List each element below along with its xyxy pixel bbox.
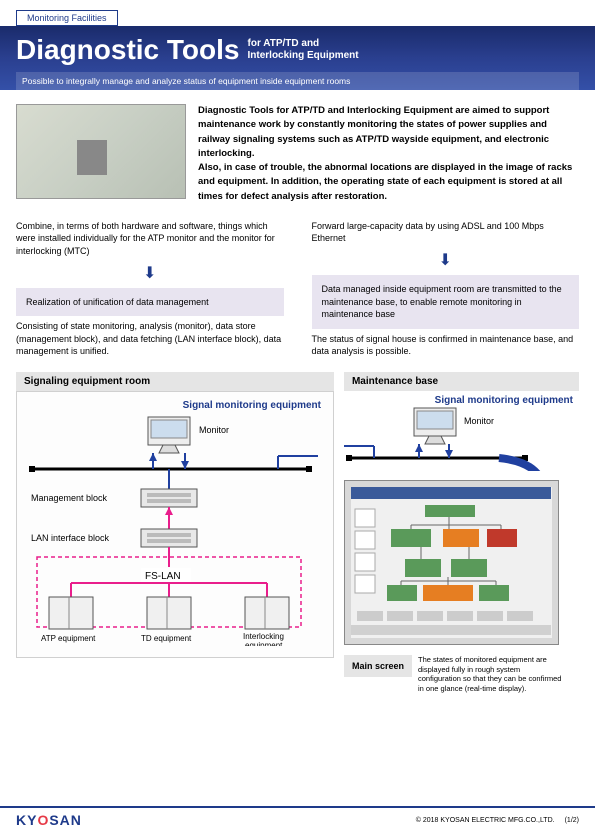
footer: KYOSAN © 2018 KYOSAN ELECTRIC MFG.CO.,LT… bbox=[0, 806, 595, 832]
copyright: © 2018 KYOSAN ELECTRIC MFG.CO.,LTD. bbox=[416, 817, 555, 824]
atp-box: ATP equipment bbox=[41, 597, 96, 643]
svg-text:TD equipment: TD equipment bbox=[141, 634, 192, 643]
right-top-text: Forward large-capacity data by using ADS… bbox=[312, 220, 580, 251]
left-column: Combine, in terms of both hardware and s… bbox=[16, 220, 284, 358]
sig-equip-label-2: Signal monitoring equipment bbox=[344, 391, 579, 406]
intro-section: Diagnostic Tools for ATP/TD and Interloc… bbox=[0, 90, 595, 214]
svg-text:LAN interface block: LAN interface block bbox=[31, 533, 110, 543]
td-box: TD equipment bbox=[141, 597, 192, 643]
sig-equip-label: Signal monitoring equipment bbox=[23, 396, 327, 411]
diag-right-title: Maintenance base bbox=[344, 372, 579, 391]
subtitle: Possible to integrally manage and analyz… bbox=[16, 72, 579, 90]
main-screen-caption: Main screen The states of monitored equi… bbox=[344, 651, 579, 694]
title-sub: for ATP/TD andInterlocking Equipment bbox=[248, 38, 359, 62]
arrow-down-icon: ⬇ bbox=[16, 264, 284, 284]
svg-text:ATP equipment: ATP equipment bbox=[41, 634, 96, 643]
right-highlight: Data managed inside equipment room are t… bbox=[312, 275, 580, 329]
maintenance-svg: Monitor bbox=[344, 406, 564, 471]
svg-text:Monitor: Monitor bbox=[464, 416, 494, 426]
diagram-section: Signaling equipment room Signal monitori… bbox=[0, 364, 595, 694]
main-screen-mockup bbox=[344, 480, 559, 645]
left-top-text: Combine, in terms of both hardware and s… bbox=[16, 220, 284, 264]
arrow-down-icon: ⬇ bbox=[312, 251, 580, 271]
left-highlight: Realization of unification of data manag… bbox=[16, 288, 284, 317]
main-screen-text: The states of monitored equipment are di… bbox=[418, 655, 563, 694]
svg-text:Interlockingequipment: Interlockingequipment bbox=[243, 632, 284, 646]
header-banner: Diagnostic Tools for ATP/TD andInterlock… bbox=[0, 26, 595, 90]
equipment-photo bbox=[16, 104, 186, 199]
svg-text:FS-LAN: FS-LAN bbox=[145, 571, 181, 582]
page-number: (1/2) bbox=[565, 817, 579, 824]
kyosan-logo: KYOSAN bbox=[16, 812, 82, 828]
category-tag: Monitoring Facilities bbox=[16, 10, 118, 26]
signaling-room-diagram: Signaling equipment room Signal monitori… bbox=[16, 372, 334, 694]
maintenance-base-diagram: Maintenance base Signal monitoring equip… bbox=[344, 372, 579, 694]
ilk-box: Interlockingequipment bbox=[243, 597, 289, 646]
svg-text:Management block: Management block bbox=[31, 493, 108, 503]
right-bottom-text: The status of signal house is confirmed … bbox=[312, 333, 580, 358]
diag-left-title: Signaling equipment room bbox=[16, 372, 334, 391]
feature-columns: Combine, in terms of both hardware and s… bbox=[0, 214, 595, 364]
network-diagram-svg: Monitor Management block bbox=[23, 411, 318, 646]
main-screen-tag: Main screen bbox=[344, 655, 412, 677]
left-bottom-text: Consisting of state monitoring, analysis… bbox=[16, 320, 284, 358]
right-column: Forward large-capacity data by using ADS… bbox=[312, 220, 580, 358]
svg-text:Monitor: Monitor bbox=[199, 425, 229, 435]
title-main: Diagnostic Tools bbox=[16, 34, 240, 66]
intro-text: Diagnostic Tools for ATP/TD and Interloc… bbox=[198, 104, 579, 204]
